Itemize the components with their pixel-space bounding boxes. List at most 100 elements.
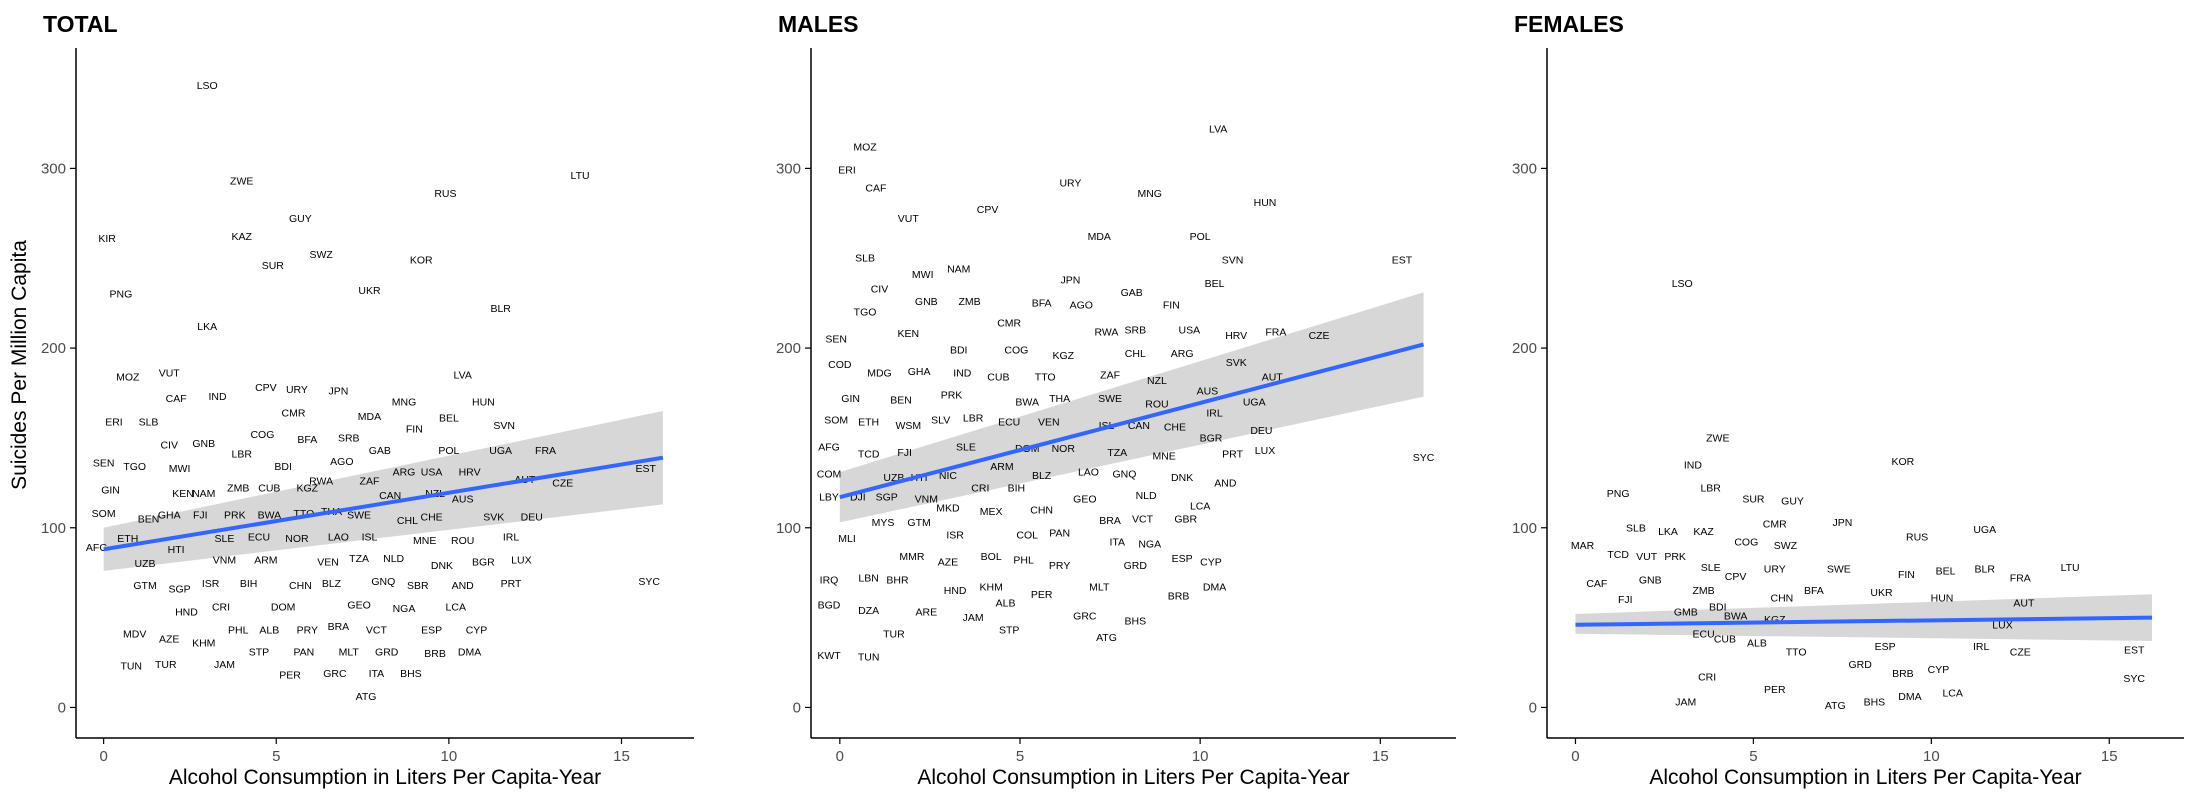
y-tick-label: 100 xyxy=(1512,520,1537,537)
country-label-per: PER xyxy=(1031,589,1053,601)
country-label-ago: AGO xyxy=(1070,299,1093,311)
country-label-bih: BIH xyxy=(1008,483,1026,495)
country-label-bfa: BFA xyxy=(1032,298,1052,310)
country-label-irq: IRQ xyxy=(820,574,839,586)
country-label-phl: PHL xyxy=(1013,555,1034,567)
x-tick-label: 15 xyxy=(2101,748,2118,765)
country-label-tgo: TGO xyxy=(854,307,877,319)
country-label-vut: VUT xyxy=(1636,551,1658,563)
country-label-ecu: ECU xyxy=(248,531,270,543)
country-label-dnk: DNK xyxy=(431,560,453,572)
country-label-mdg: MDG xyxy=(867,368,892,380)
country-label-grd: GRD xyxy=(1848,659,1872,671)
country-label-svk: SVK xyxy=(1226,357,1247,369)
country-label-syc: SYC xyxy=(638,576,660,588)
x-tick-label: 0 xyxy=(99,748,107,765)
country-label-chn: CHN xyxy=(289,580,312,592)
country-label-lux: LUX xyxy=(1255,445,1275,457)
country-label-lka: LKA xyxy=(1658,526,1678,538)
country-label-slv: SLV xyxy=(931,414,950,426)
country-label-prk: PRK xyxy=(224,510,246,522)
country-label-guy: GUY xyxy=(289,213,312,225)
country-label-sle: SLE xyxy=(1701,562,1721,574)
country-label-bhs: BHS xyxy=(400,668,422,680)
country-labels: MOZ ERI CAF VUT CPV URY MNG LVA HUN MDA POL SLB SVN E… xyxy=(817,123,1435,663)
country-label-swe: SWE xyxy=(1827,564,1851,576)
country-label-geo: GEO xyxy=(1073,494,1096,506)
country-label-tcd: TCD xyxy=(858,449,880,461)
country-label-ben: BEN xyxy=(138,513,160,525)
country-label-tto: TTO xyxy=(1786,646,1807,658)
x-tick-label: 0 xyxy=(836,748,844,765)
panel-title: TOTAL xyxy=(43,11,118,37)
country-label-cub: CUB xyxy=(987,371,1009,383)
country-label-civ: CIV xyxy=(160,440,178,452)
country-label-kaz: KAZ xyxy=(1693,526,1714,538)
country-label-khm: KHM xyxy=(979,582,1002,594)
country-label-gnb: GNB xyxy=(1639,574,1662,586)
country-label-cyp: CYP xyxy=(466,625,488,637)
country-label-cze: CZE xyxy=(552,477,573,489)
country-label-mda: MDA xyxy=(1088,231,1111,243)
country-label-nld: NLD xyxy=(1136,490,1157,502)
country-label-zaf: ZAF xyxy=(360,476,380,488)
y-tick-label: 100 xyxy=(41,520,66,537)
x-axis-title: Alcohol Consumption in Liters Per Capita… xyxy=(1649,766,2081,789)
country-label-ecu: ECU xyxy=(1692,628,1714,640)
country-label-eri: ERI xyxy=(838,165,856,177)
country-label-nld: NLD xyxy=(383,553,404,565)
country-label-and: AND xyxy=(1214,477,1237,489)
y-axis-title: Suicides Per Million Capita xyxy=(8,240,31,490)
country-label-mkd: MKD xyxy=(936,503,960,515)
country-label-tcd: TCD xyxy=(1607,549,1629,561)
country-label-gtm: GTM xyxy=(133,580,156,592)
country-label-mdv: MDV xyxy=(123,628,146,640)
country-label-usa: USA xyxy=(1179,325,1201,337)
country-label-som: SOM xyxy=(92,508,116,520)
country-label-bfa: BFA xyxy=(297,434,317,446)
y-tick-label: 100 xyxy=(776,520,801,537)
country-label-nam: NAM xyxy=(192,488,215,500)
country-label-bhs: BHS xyxy=(1125,616,1147,628)
country-label-cri: CRI xyxy=(212,601,230,613)
country-label-bgd: BGD xyxy=(818,600,841,612)
country-label-dza: DZA xyxy=(858,605,879,617)
country-label-cod: COD xyxy=(828,359,852,371)
country-label-sle: SLE xyxy=(215,533,235,545)
country-label-gnq: GNQ xyxy=(1113,468,1137,480)
country-label-caf: CAF xyxy=(1586,578,1607,590)
country-label-afg: AFG xyxy=(86,542,108,554)
country-label-bra: BRA xyxy=(328,621,350,633)
country-label-isr: ISR xyxy=(946,529,964,541)
country-label-cmr: CMR xyxy=(997,317,1021,329)
country-label-lux: LUX xyxy=(1992,619,2012,631)
x-axis-title: Alcohol Consumption in Liters Per Capita… xyxy=(917,766,1349,789)
country-label-stp: STP xyxy=(999,625,1019,637)
country-label-uga: UGA xyxy=(1243,396,1266,408)
country-label-bhs: BHS xyxy=(1864,697,1886,709)
country-label-mne: MNE xyxy=(1152,450,1175,462)
country-label-lbr: LBR xyxy=(963,413,984,425)
country-label-kwt: KWT xyxy=(817,650,841,662)
country-label-gin: GIN xyxy=(101,485,120,497)
country-label-bwa: BWA xyxy=(1724,610,1748,622)
country-label-pol: POL xyxy=(438,445,459,457)
country-label-caf: CAF xyxy=(166,393,187,405)
country-label-kaz: KAZ xyxy=(232,231,253,243)
country-label-cmr: CMR xyxy=(282,407,306,419)
country-label-aut: AUT xyxy=(1262,371,1284,383)
country-label-dma: DMA xyxy=(1203,582,1226,594)
country-label-vct: VCT xyxy=(1132,513,1154,525)
x-tick-label: 10 xyxy=(1923,748,1940,765)
country-label-cyp: CYP xyxy=(1928,664,1950,676)
country-label-mng: MNG xyxy=(392,396,417,408)
country-label-tur: TUR xyxy=(155,659,177,671)
country-label-lbr: LBR xyxy=(232,449,253,461)
country-label-per: PER xyxy=(279,670,301,682)
country-label-zmb: ZMB xyxy=(227,483,249,495)
trend-line xyxy=(839,342,1425,500)
country-label-kor: KOR xyxy=(410,255,433,267)
country-label-ury: URY xyxy=(286,384,308,396)
country-label-tha: THA xyxy=(1049,393,1070,405)
country-label-bdi: BDI xyxy=(950,344,968,356)
